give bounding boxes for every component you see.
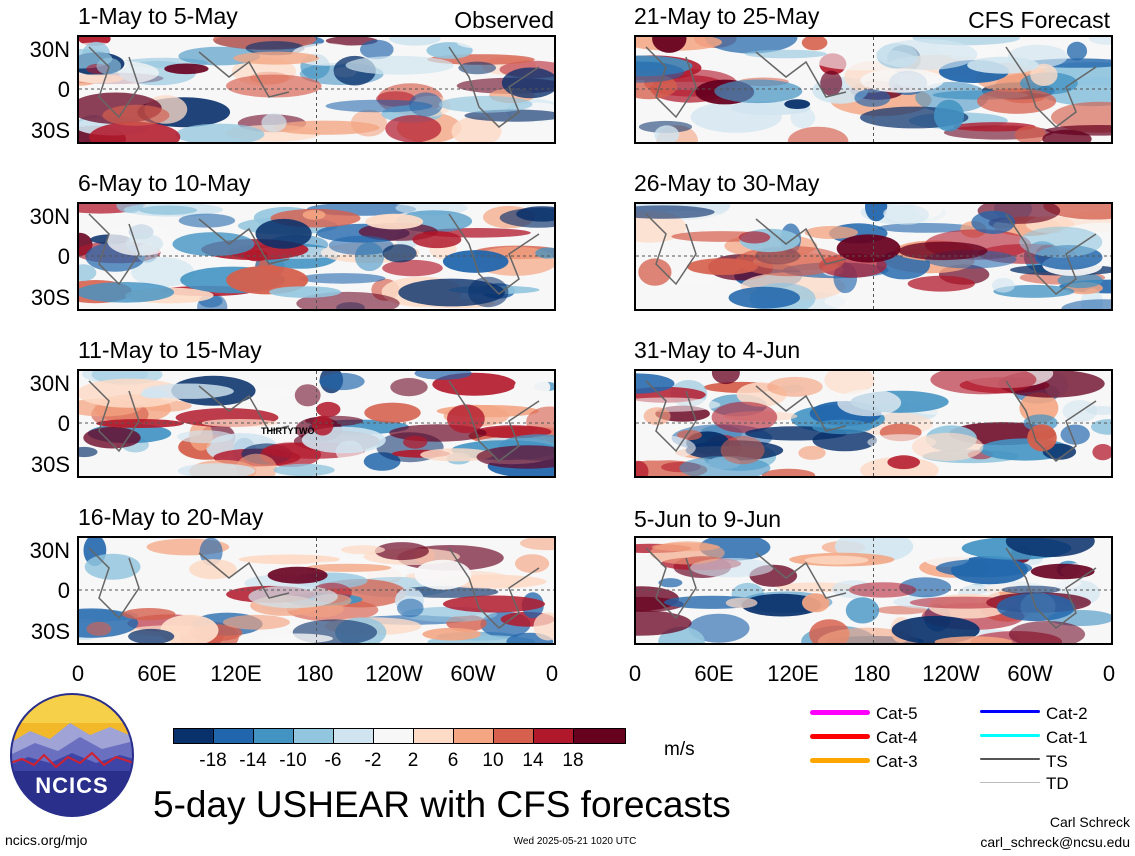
obs-panel-1-title: 1-May to 5-May [78,3,238,29]
lon-label: 120E [210,661,262,686]
obs-map-2 [77,202,556,311]
fcst-panel-3-title: 31-May to 4-Jun [634,337,801,363]
lat-30n: 30N [29,371,70,396]
lat-30n: 30N [29,204,70,229]
shear-field [636,204,1111,309]
colorbar-cell [333,728,374,744]
lat-30n: 30N [29,538,70,563]
obs-panel-4-title: 16-May to 20-May [78,504,264,530]
colorbar-cell [373,728,414,744]
colorbar-cell [213,728,254,744]
colorbar-label: 14 [522,750,544,771]
legend-swatch [810,710,870,715]
timestamp: Wed 2025-05-21 1020 UTC [513,836,637,847]
fcst-map-2 [634,202,1113,311]
colorbar-label: -10 [279,750,307,771]
ncics-logo-text: NCICS [35,773,109,798]
lat-30s: 30S [30,452,70,477]
shear-field [79,204,554,309]
legend-swatch [980,758,1040,760]
lat-0: 0 [57,77,70,102]
storm-annotation: THIRTYTWO [261,426,315,436]
lon-label: 120E [767,661,819,686]
colorbar-label: 2 [407,750,419,771]
colorbar-cell [573,728,626,744]
lon-label: 180 [853,661,891,686]
legend-swatch [810,758,870,763]
ncics-logo-graphic [10,693,134,817]
lon-label: 0 [1102,661,1116,686]
legend-label: Cat-5 [876,704,918,723]
colorbar-cell [453,728,494,744]
lon-label: 60W [1007,661,1053,686]
shear-field [636,371,1111,476]
fcst-panel-1-tag: CFS Forecast [968,7,1110,33]
legend-label: TD [1046,774,1069,793]
obs-map-3: THIRTYTWO [77,369,556,478]
colorbar-label: -14 [239,750,267,771]
legend-swatch [980,710,1040,713]
legend-label: Cat-2 [1046,704,1088,723]
legend-label: Cat-4 [876,728,918,747]
fcst-map-1 [634,35,1113,144]
shear-field [636,538,1111,643]
shear-field [636,37,1111,142]
legend-label: Cat-3 [876,752,918,771]
lon-label: 120W [365,661,423,686]
obs-map-1 [77,35,556,144]
lon-label: 0 [628,661,642,686]
legend-label: TS [1046,752,1068,771]
lon-label: 0 [71,661,85,686]
lon-label: 180 [296,661,334,686]
colorbar-cell [173,728,214,744]
lon-label: 60E [137,661,177,686]
colorbar-label: 18 [562,750,584,771]
lat-0: 0 [57,244,70,269]
footer-link[interactable]: ncics.org/mjo [5,832,88,848]
lon-label: 60E [694,661,734,686]
main-title: 5-day USHEAR with CFS forecasts [153,784,731,825]
colorbar-cell [533,728,574,744]
ncics-logo: NCICS [10,693,134,817]
legend-swatch [980,782,1040,783]
author: Carl Schreck [1049,814,1130,830]
colorbar-label: -2 [364,750,382,771]
lat-0: 0 [57,578,70,603]
colorbar-label: -6 [324,750,342,771]
legend-swatch [980,734,1040,737]
obs-panel-1-tag: Observed [454,7,554,33]
author-email[interactable]: carl_schreck@ncsu.edu [980,834,1130,850]
fcst-map-4 [634,536,1113,645]
obs-map-4 [77,536,556,645]
fcst-panel-4-title: 5-Jun to 9-Jun [634,506,782,532]
colorbar-units: m/s [664,739,695,760]
lat-30s: 30S [30,118,70,143]
colorbar-cell [293,728,334,744]
lat-30s: 30S [30,619,70,644]
obs-panel-3-title: 11-May to 15-May [78,337,262,363]
fcst-map-3 [634,369,1113,478]
colorbar-label: 10 [482,750,504,771]
shear-field [79,371,554,476]
colorbar-cell [253,728,294,744]
obs-panel-2-title: 6-May to 10-May [78,170,251,196]
lat-0: 0 [57,411,70,436]
lat-30s: 30S [30,285,70,310]
colorbar-label: -18 [199,750,227,771]
lon-label: 120W [922,661,980,686]
shear-field [79,538,554,643]
legend-swatch [810,734,870,739]
colorbar-label: 6 [447,750,459,771]
lon-label: 0 [545,661,559,686]
fcst-panel-2-title: 26-May to 30-May [634,170,820,196]
fcst-panel-1-title: 21-May to 25-May [634,3,820,29]
lat-30n: 30N [29,37,70,62]
colorbar-cell [493,728,534,744]
legend-label: Cat-1 [1046,728,1088,747]
lon-label: 60W [450,661,496,686]
colorbar-cell [413,728,454,744]
shear-field [79,37,554,142]
